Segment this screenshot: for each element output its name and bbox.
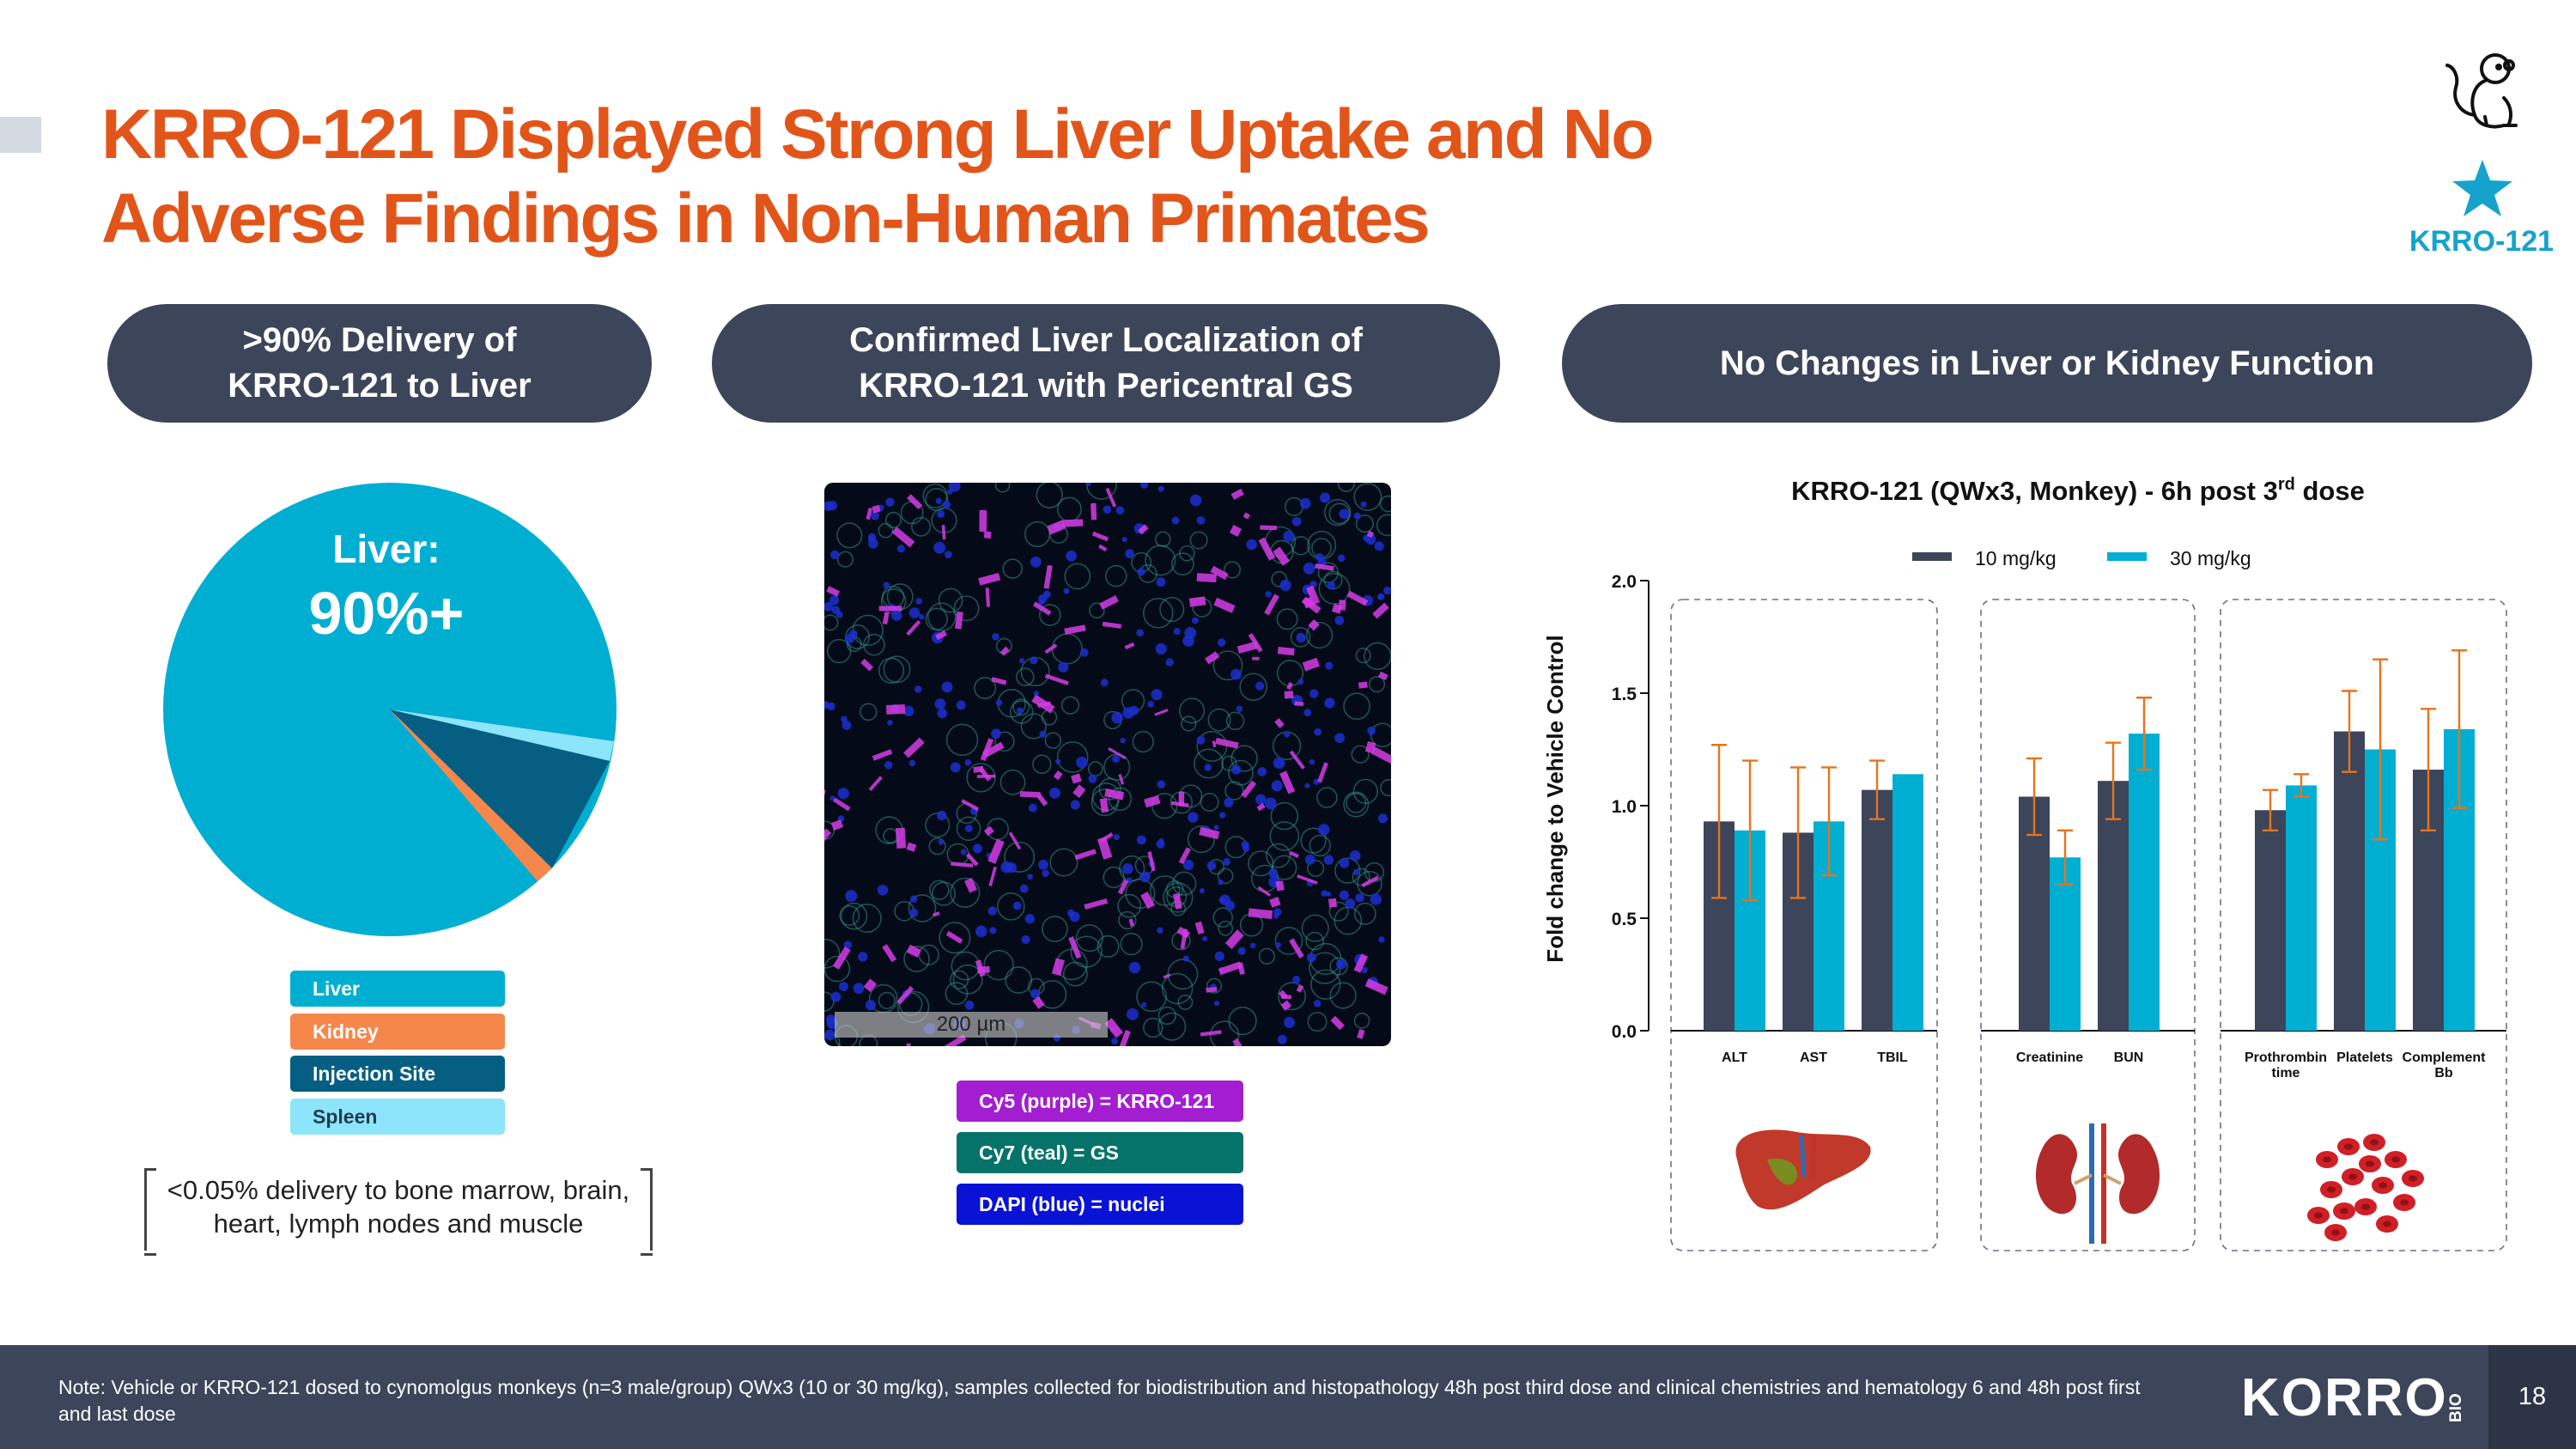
localization-header-line2: KRRO-121 with Pericentral GS (859, 367, 1353, 405)
pie-slice-spleen (390, 709, 614, 761)
delivery-pie-chart (163, 483, 617, 936)
function-header-text: No Changes in Liver or Kidney Function (1719, 344, 2375, 382)
footer-bar (0, 1345, 2576, 1449)
star-icon (2452, 160, 2512, 216)
chart-title: KRRO-121 (QWx3, Monkey) - 6h post 3rd do… (1791, 475, 2365, 506)
svg-text:BIO: BIO (2447, 1393, 2464, 1422)
legend-label-30mgkg: 30 mg/kg (2170, 547, 2251, 569)
pie-slice-kidney (390, 709, 552, 881)
footer-note: Note: Vehicle or KRRO-121 dosed to cynom… (58, 1376, 2141, 1425)
microscopy-texture (824, 483, 1391, 1046)
monkey-icon (2445, 53, 2518, 129)
bar-10mgkg (2098, 781, 2129, 1031)
function-bar-chart: KRRO-121 (QWx3, Monkey) - 6h post 3rd do… (1542, 475, 2507, 1251)
slide-edge-tab (0, 117, 41, 153)
function-panel-header: No Changes in Liver or Kidney Function (1562, 304, 2532, 423)
x-tick-label: Prothrombin (2245, 1050, 2327, 1065)
x-tick-label: time (2272, 1066, 2300, 1081)
logo-suffix: BIO (2447, 1393, 2464, 1422)
delivery-note: <0.05% delivery to bone marrow, brain, h… (144, 1168, 653, 1256)
scale-bar: 200 µm (835, 1012, 1108, 1038)
y-tick-label: 0.0 (1612, 1022, 1637, 1042)
bar-30mgkg (2129, 734, 2160, 1031)
x-tick-label: AST (1800, 1050, 1827, 1065)
slide-title: KRRO-121 Displayed Strong Liver Uptake a… (101, 95, 1654, 258)
legend-label-10mgkg: 10 mg/kg (1975, 547, 2057, 569)
y-tick-label: 1.5 (1612, 685, 1637, 704)
y-tick-label: 0.5 (1612, 910, 1637, 929)
localization-header-line1: Confirmed Liver Localization of (849, 321, 1363, 359)
pie-legend-injection-site: Injection Site (290, 1056, 505, 1092)
pie-legend-kidney: Kidney (290, 1014, 505, 1050)
x-tick-label: Bb (2434, 1066, 2453, 1081)
blood-cells-icon (2307, 1134, 2424, 1241)
category-group-box (1670, 599, 1938, 1251)
pie-legend-liver: Liver (290, 971, 505, 1007)
pie-legend-spleen: Spleen (290, 1099, 505, 1135)
bar-30mgkg (2050, 857, 2081, 1031)
delivery-header-line2: KRRO-121 to Liver (228, 367, 532, 405)
stain-legend-cy7: Cy7 (teal) = GS (957, 1132, 1243, 1173)
legend-swatch-30mgkg (2107, 552, 2147, 561)
x-tick-label: BUN (2114, 1050, 2144, 1065)
pie-center-value: 90%+ (308, 580, 465, 647)
delivery-panel-header: >90% Delivery of KRRO-121 to Liver (107, 304, 652, 423)
bar-10mgkg (2334, 731, 2365, 1031)
category-group-box (2220, 599, 2507, 1251)
stain-legend-cy5: Cy5 (purple) = KRRO-121 (957, 1081, 1243, 1122)
y-tick-label: 1.0 (1612, 797, 1637, 817)
pie-center-label: Liver: (332, 527, 440, 571)
legend-swatch-10mgkg (1912, 552, 1952, 561)
category-group-box (1980, 599, 2196, 1251)
bar-10mgkg (2255, 810, 2286, 1031)
kidney-icon (2035, 1123, 2160, 1244)
stain-legend-dapi: DAPI (blue) = nuclei (957, 1184, 1243, 1225)
x-tick-label: Creatinine (2016, 1050, 2083, 1065)
x-tick-label: TBIL (1877, 1050, 1908, 1065)
x-tick-label: Complement (2403, 1050, 2487, 1065)
liver-icon (1735, 1129, 1871, 1210)
bar-30mgkg (2286, 785, 2317, 1031)
company-logo: KORRO (2241, 1368, 2448, 1428)
x-tick-label: Platelets (2336, 1050, 2393, 1065)
y-axis-label: Fold change to Vehicle Control (1542, 635, 1568, 962)
y-tick-label: 2.0 (1612, 572, 1637, 592)
localization-panel-header: Confirmed Liver Localization of KRRO-121 … (712, 304, 1500, 423)
x-tick-label: ALT (1722, 1050, 1747, 1065)
drug-tag: KRRO-121 (2409, 225, 2555, 258)
delivery-header-line1: >90% Delivery of (242, 321, 517, 359)
page-number: 18 (2488, 1345, 2576, 1449)
liver-microscopy-image: 200 µm (824, 483, 1391, 1046)
pie-slice-injection-site (390, 709, 610, 868)
bar-10mgkg (1862, 789, 1893, 1031)
bar-30mgkg (1893, 774, 1923, 1031)
